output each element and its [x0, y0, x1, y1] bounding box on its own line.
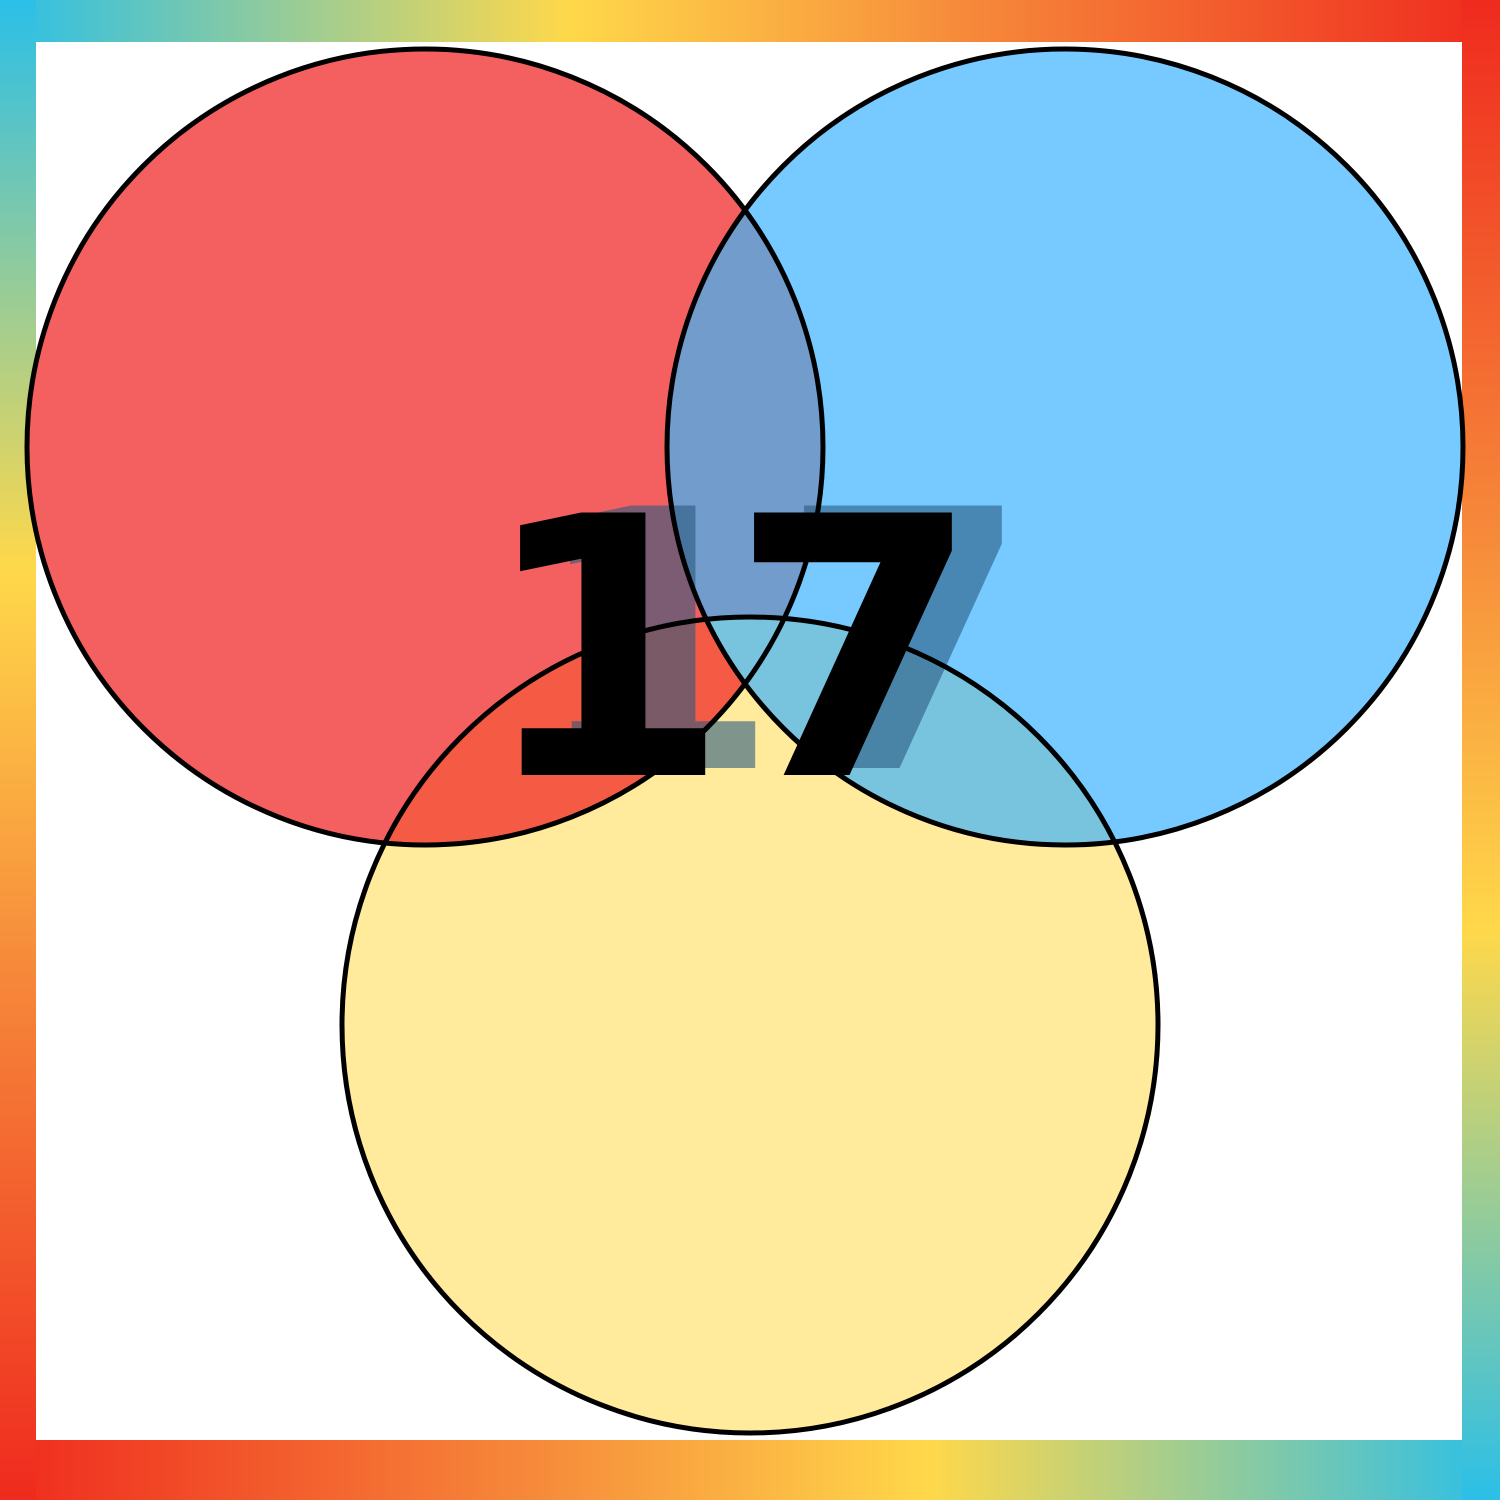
- red-circle-outline: [24, 46, 826, 848]
- border-left: [0, 0, 36, 1500]
- border-right: [1462, 0, 1500, 1500]
- red-yellow-overlap-group: [342, 617, 823, 845]
- yellow-circle-outline: [339, 614, 1161, 1436]
- blue-yellow-overlap-group: [667, 617, 1158, 845]
- red-yellow-overlap: [342, 617, 823, 845]
- number-shadow: 17: [530, 434, 1031, 853]
- border-bottom: [0, 1440, 1500, 1500]
- circle-outlines: [24, 46, 1466, 1436]
- blue-circle-outline: [664, 46, 1466, 848]
- border-top: [0, 0, 1500, 42]
- blue-yellow-overlap: [667, 617, 1158, 845]
- center-number: 17: [480, 441, 981, 860]
